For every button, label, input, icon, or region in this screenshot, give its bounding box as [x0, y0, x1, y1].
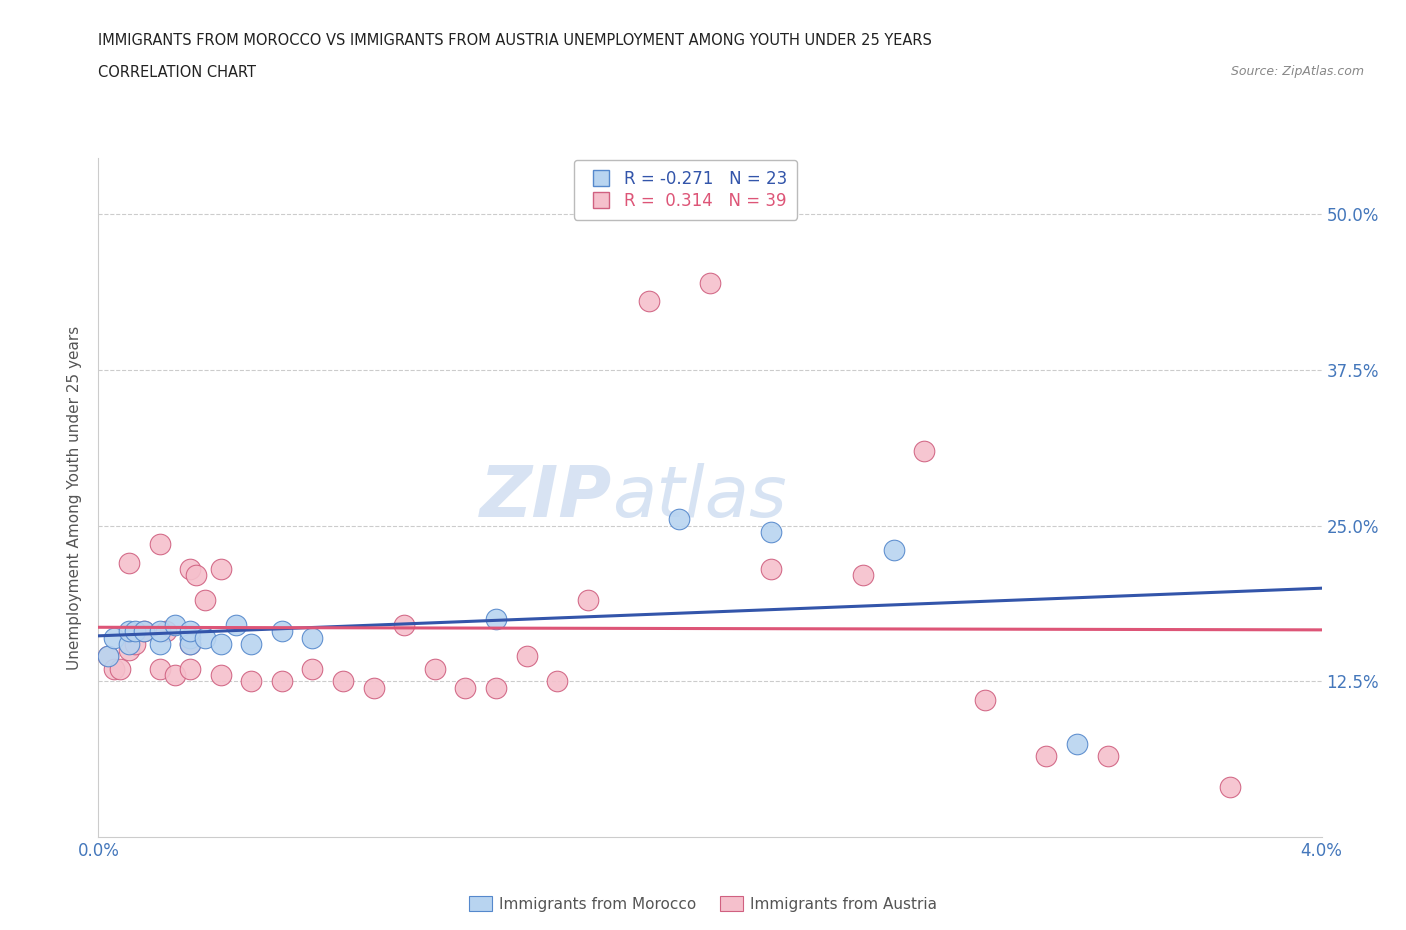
Point — [103, 661, 125, 676]
Point — [179, 562, 201, 577]
Point — [240, 636, 263, 651]
Text: atlas: atlas — [612, 463, 787, 532]
Point — [209, 668, 232, 683]
Point — [149, 661, 172, 676]
Point — [134, 624, 156, 639]
Point — [974, 693, 997, 708]
Point — [149, 624, 172, 639]
Y-axis label: Unemployment Among Youth under 25 years: Unemployment Among Youth under 25 years — [67, 326, 83, 670]
Point — [103, 631, 125, 645]
Point — [186, 568, 208, 583]
Point — [179, 624, 201, 639]
Point — [270, 674, 294, 689]
Point — [454, 680, 477, 695]
Legend: R = -0.271   N = 23, R =  0.314   N = 39: R = -0.271 N = 23, R = 0.314 N = 39 — [574, 160, 797, 219]
Point — [485, 680, 508, 695]
Point — [699, 275, 721, 290]
Point — [194, 593, 217, 608]
Point — [423, 661, 446, 676]
Point — [118, 643, 141, 658]
Point — [149, 537, 172, 551]
Point — [155, 624, 177, 639]
Point — [179, 661, 201, 676]
Point — [118, 555, 141, 570]
Point — [163, 618, 186, 632]
Point — [240, 674, 263, 689]
Point — [225, 618, 247, 632]
Point — [97, 649, 120, 664]
Point — [124, 624, 146, 639]
Point — [179, 636, 201, 651]
Point — [576, 593, 599, 608]
Point — [1097, 749, 1119, 764]
Text: IMMIGRANTS FROM MOROCCO VS IMMIGRANTS FROM AUSTRIA UNEMPLOYMENT AMONG YOUTH UNDE: IMMIGRANTS FROM MOROCCO VS IMMIGRANTS FR… — [98, 33, 932, 47]
Point — [637, 294, 661, 309]
Point — [118, 636, 141, 651]
Point — [1035, 749, 1057, 764]
Text: Source: ZipAtlas.com: Source: ZipAtlas.com — [1230, 65, 1364, 78]
Point — [668, 512, 690, 526]
Point — [485, 612, 508, 627]
Point — [516, 649, 538, 664]
Point — [118, 624, 141, 639]
Point — [209, 562, 232, 577]
Point — [912, 444, 935, 458]
Point — [392, 618, 416, 632]
Point — [149, 636, 172, 651]
Text: ZIP: ZIP — [479, 463, 612, 532]
Point — [270, 624, 294, 639]
Point — [363, 680, 385, 695]
Text: CORRELATION CHART: CORRELATION CHART — [98, 65, 256, 80]
Point — [179, 631, 201, 645]
Point — [332, 674, 354, 689]
Point — [134, 624, 156, 639]
Point — [163, 668, 186, 683]
Point — [546, 674, 568, 689]
Legend: Immigrants from Morocco, Immigrants from Austria: Immigrants from Morocco, Immigrants from… — [463, 889, 943, 918]
Point — [179, 636, 201, 651]
Point — [124, 636, 146, 651]
Point — [883, 543, 905, 558]
Point — [1066, 737, 1088, 751]
Point — [97, 649, 120, 664]
Point — [759, 562, 782, 577]
Point — [1219, 779, 1241, 794]
Point — [209, 636, 232, 651]
Point — [852, 568, 875, 583]
Point — [194, 631, 217, 645]
Point — [759, 525, 782, 539]
Point — [108, 661, 131, 676]
Point — [301, 661, 323, 676]
Point — [301, 631, 323, 645]
